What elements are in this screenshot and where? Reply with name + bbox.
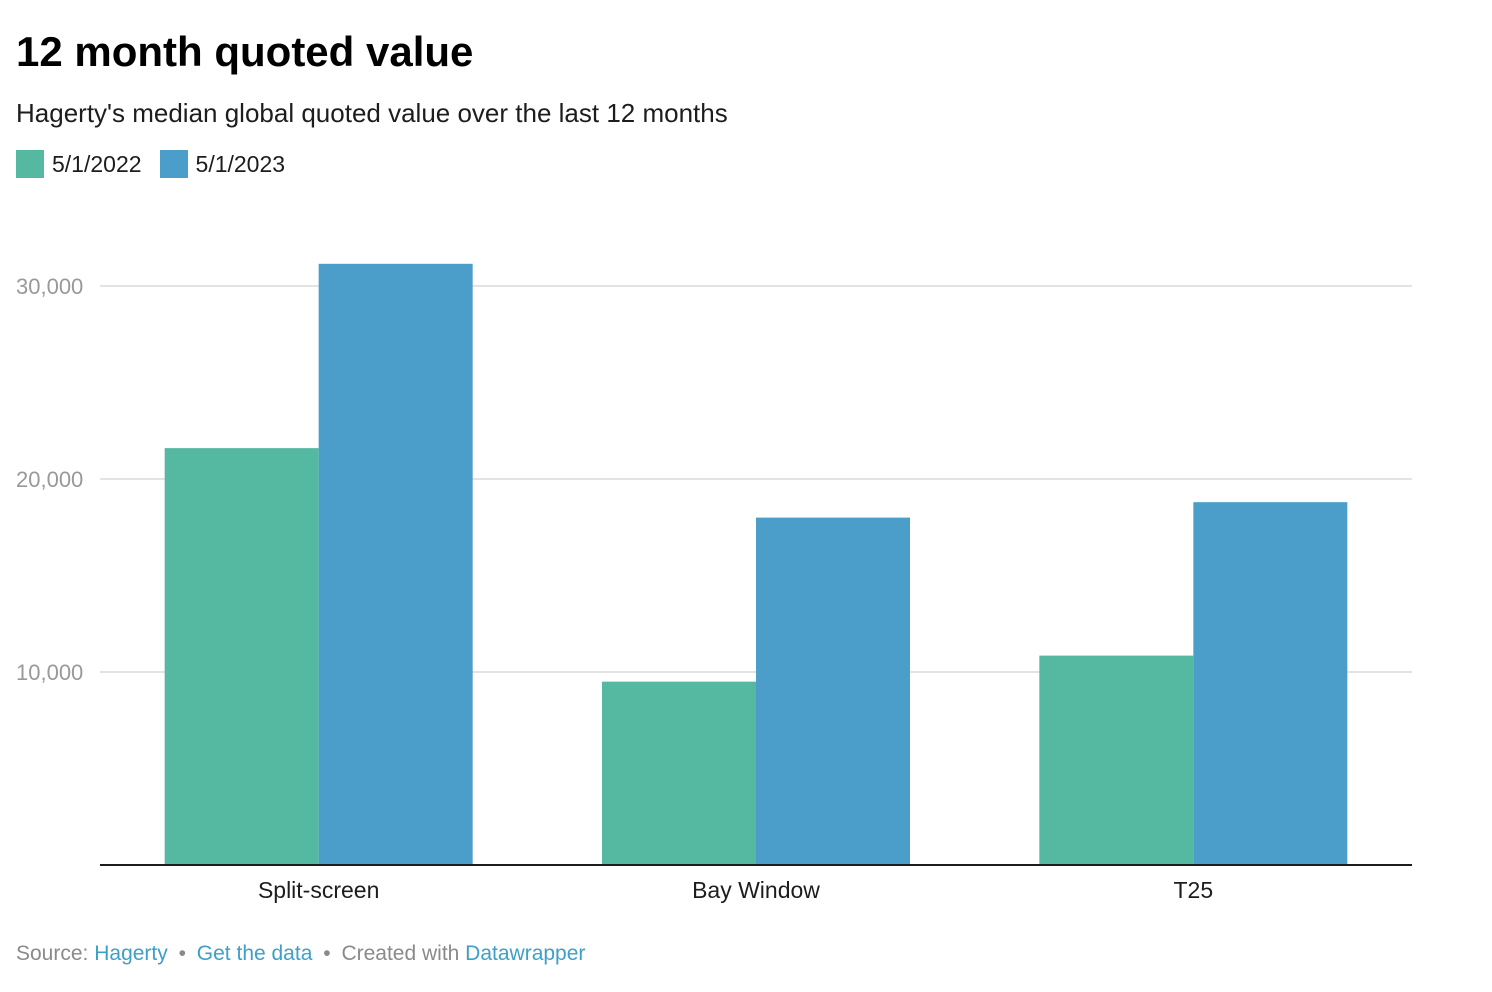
footer: Source: Hagerty • Get the data • Created… xyxy=(16,942,585,966)
bar xyxy=(756,517,910,865)
bar xyxy=(318,263,473,865)
source-label: Source: xyxy=(16,942,89,965)
datawrapper-link[interactable]: Datawrapper xyxy=(465,942,586,965)
footer-separator: • xyxy=(178,942,186,965)
legend-swatch-2022 xyxy=(16,150,44,178)
legend-swatch-2023 xyxy=(159,150,188,178)
legend-item-2023: 5/1/2023 xyxy=(159,150,286,178)
legend-label-2022: 5/1/2022 xyxy=(52,150,142,177)
legend: 5/1/2022 5/1/2023 xyxy=(16,150,303,178)
bar xyxy=(1193,502,1348,865)
chart-title: 12 month quoted value xyxy=(16,28,474,75)
bar xyxy=(1039,655,1194,865)
x-tick-label: T25 xyxy=(1174,877,1214,903)
legend-label-2023: 5/1/2023 xyxy=(195,150,286,177)
y-tick-label: 20,000 xyxy=(16,467,83,492)
bar xyxy=(164,448,319,865)
x-tick-label: Split-screen xyxy=(258,877,379,903)
chart-subtitle: Hagerty's median global quoted value ove… xyxy=(16,98,728,128)
legend-item-2022: 5/1/2022 xyxy=(16,150,142,178)
x-tick-label: Bay Window xyxy=(692,877,820,903)
source-link[interactable]: Hagerty xyxy=(94,942,168,965)
get-the-data-link[interactable]: Get the data xyxy=(196,942,313,965)
created-with-label: Created with xyxy=(341,942,460,965)
footer-separator: • xyxy=(323,942,331,965)
y-tick-label: 30,000 xyxy=(16,274,83,299)
y-tick-label: 10,000 xyxy=(16,660,83,685)
bar xyxy=(602,681,756,865)
